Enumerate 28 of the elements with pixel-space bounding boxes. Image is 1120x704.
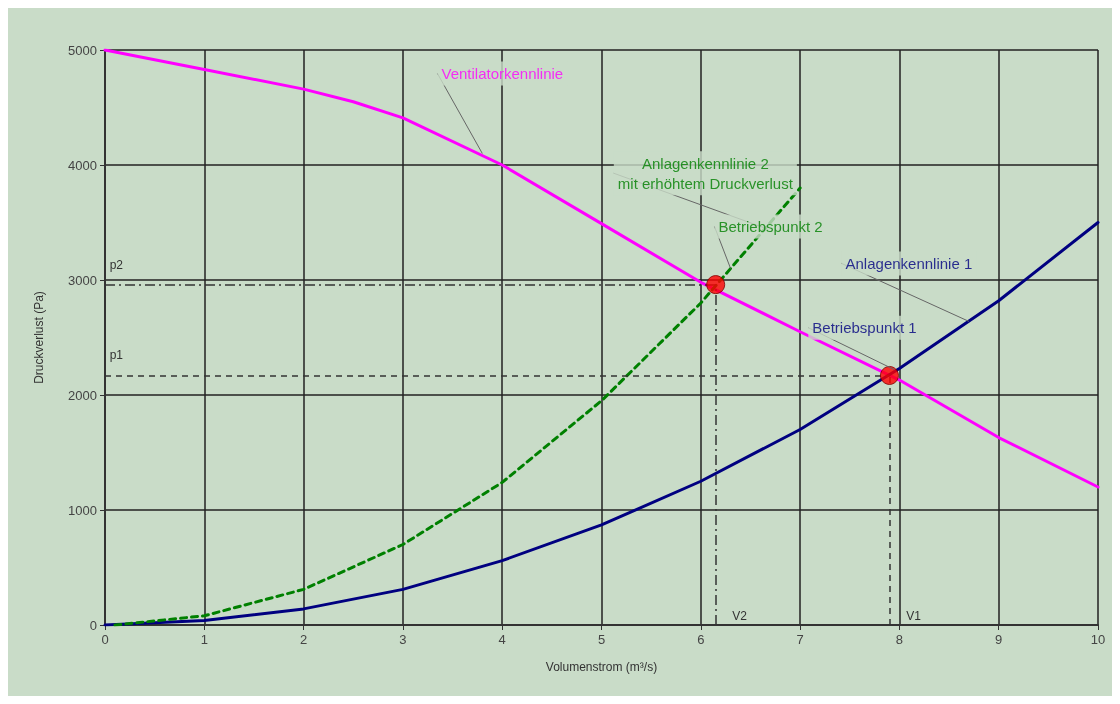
y-axis-title: Druckverlust (Pa) <box>32 291 46 384</box>
ref-line-label: V1 <box>906 609 922 623</box>
y-tick-label: 0 <box>89 617 97 633</box>
x-tick-label: 0 <box>101 632 109 647</box>
x-tick-label: 9 <box>995 632 1003 647</box>
ref-line-label: V2 <box>732 609 748 623</box>
x-tick-label: 4 <box>498 632 506 647</box>
annotation: Anlagenkennlinie 2 mit erhöhtem Druckverlust <box>617 154 794 192</box>
annotation: Ventilatorkennlinie <box>441 65 564 82</box>
y-tick-label: 1000 <box>68 502 97 518</box>
x-tick-label: 3 <box>399 632 407 647</box>
y-tick-label: 2000 <box>68 387 97 403</box>
annotation: Betriebspunkt 2 <box>718 218 823 235</box>
x-tick-label: 10 <box>1090 632 1106 647</box>
x-tick-label: 5 <box>597 632 606 647</box>
x-axis-title: Volumenstrom (m³/s) <box>545 660 658 674</box>
x-tick-label: 8 <box>895 632 904 647</box>
y-tick-label: 5000 <box>68 42 97 58</box>
ref-line-label: p2 <box>109 257 124 272</box>
annotation: Anlagenkennlinie 1 <box>845 254 973 272</box>
y-tick-label: 3000 <box>68 272 97 288</box>
x-tick-label: 2 <box>299 632 308 647</box>
ref-line-label: p1 <box>109 348 124 363</box>
x-tick-label: 1 <box>200 632 208 647</box>
x-tick-label: 7 <box>796 632 804 647</box>
y-tick-label: 4000 <box>68 157 97 173</box>
x-tick-label: 6 <box>697 632 705 647</box>
annotation: Betriebspunkt 1 <box>812 319 917 337</box>
